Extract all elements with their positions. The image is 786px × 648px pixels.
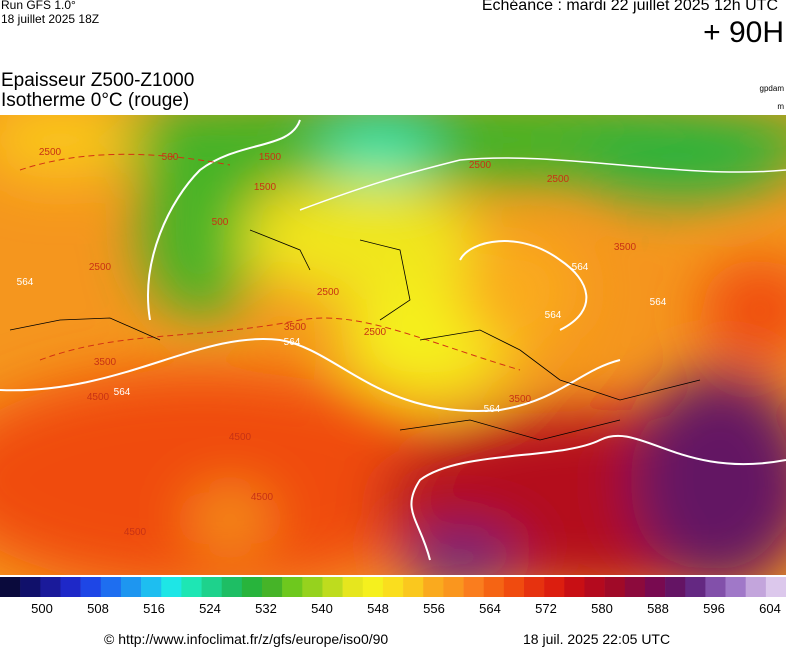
contour-label: 3500 — [509, 394, 532, 405]
colorbar-swatch — [141, 577, 162, 597]
contour-label: 564 — [17, 277, 34, 288]
contour-label: 564 — [650, 297, 667, 308]
lead-time: + 90H — [703, 16, 784, 49]
contour-label: 564 — [484, 404, 501, 415]
colorbar-swatch — [745, 577, 767, 597]
colorbar-swatch — [20, 577, 41, 597]
colorbar-swatch — [322, 577, 343, 597]
colorbar-swatch — [503, 577, 525, 597]
contour-label: 564 — [545, 310, 562, 321]
generated-time: 18 juil. 2025 22:05 UTC — [523, 631, 671, 647]
source-url: © http://www.infoclimat.fr/z/gfs/europe/… — [104, 631, 389, 647]
colorbar-swatch — [100, 577, 122, 597]
contour-label: 4500 — [251, 492, 274, 503]
contour-label: 500 — [162, 152, 179, 163]
colorbar-swatch — [201, 577, 222, 597]
colorbar-swatch — [665, 577, 686, 597]
colorbar-swatch — [342, 577, 364, 597]
colorbar-swatch — [423, 577, 444, 597]
colorbar-swatch — [181, 577, 202, 597]
colorbar-swatch — [564, 577, 585, 597]
colorbar-swatch — [644, 577, 666, 597]
colorbar-swatch — [241, 577, 263, 597]
colorbar-swatch — [725, 577, 746, 597]
colorbar-swatch — [403, 577, 424, 597]
colorbar-swatch — [584, 577, 605, 597]
colorbar-label: 564 — [479, 601, 501, 616]
title: Epaisseur Z500-Z1000 — [1, 70, 195, 91]
contour-label: 4500 — [87, 392, 110, 403]
colorbar-swatch — [382, 577, 404, 597]
colorbar-swatch — [483, 577, 505, 597]
colorbar-swatch — [765, 577, 786, 597]
contour-label: 500 — [212, 217, 229, 228]
colorbar-swatch — [120, 577, 142, 597]
valid-time: Echéance : mardi 22 juillet 2025 12h UTC — [481, 0, 778, 14]
colorbar-label: 604 — [759, 601, 781, 616]
colorbar-swatch — [80, 577, 102, 597]
colorbar-label: 540 — [311, 601, 333, 616]
colorbar-label: 556 — [423, 601, 445, 616]
colorbar-label: 588 — [647, 601, 669, 616]
contour-label: 564 — [114, 387, 131, 398]
contour-label: 3500 — [94, 357, 117, 368]
contour-label: 3500 — [284, 322, 307, 333]
colorbar-swatch — [60, 577, 81, 597]
colorbar-label: 580 — [591, 601, 613, 616]
colorbar-swatch — [0, 577, 21, 597]
colorbar-swatch — [604, 577, 626, 597]
contour-label: 3500 — [614, 242, 637, 253]
colorbar-swatch — [624, 577, 646, 597]
unit: gpdam — [759, 84, 784, 93]
colorbar-swatch — [161, 577, 182, 597]
contour-label: 1500 — [254, 182, 277, 193]
contour-label: 2500 — [547, 174, 570, 185]
colorbar-label: 532 — [255, 601, 277, 616]
contour-label: 2500 — [39, 147, 62, 158]
colorbar-swatch — [302, 577, 323, 597]
contour-label: 2500 — [317, 287, 340, 298]
colorbar-swatch — [685, 577, 706, 597]
colorbar-swatch — [544, 577, 565, 597]
colorbar-label: 572 — [535, 601, 557, 616]
colorbar-label: 548 — [367, 601, 389, 616]
colorbar-label: 508 — [87, 601, 109, 616]
subtitle: Isotherme 0°C (rouge) — [1, 90, 190, 111]
contour-label: 4500 — [229, 432, 252, 443]
colorbar-swatch — [524, 577, 545, 597]
contour-label: 1500 — [259, 152, 282, 163]
unit: m — [777, 102, 784, 111]
contour-label: 2500 — [364, 327, 387, 338]
colorbar-label: 500 — [31, 601, 53, 616]
colorbar-label: 516 — [143, 601, 165, 616]
run-date: 18 juillet 2025 18Z — [1, 12, 100, 26]
colorbar-swatch — [705, 577, 726, 597]
colorbar-swatch — [362, 577, 384, 597]
contour-label: 2500 — [89, 262, 112, 273]
colorbar-swatch — [40, 577, 61, 597]
contour-label: 564 — [284, 337, 301, 348]
contour-label: 2500 — [469, 160, 492, 171]
colorbar-label: 596 — [703, 601, 725, 616]
run: Run GFS 1.0° — [1, 0, 76, 12]
colorbar-swatch — [221, 577, 243, 597]
colorbar-swatch — [262, 577, 283, 597]
field — [0, 115, 786, 575]
colorbar-label: 524 — [199, 601, 221, 616]
colorbar-swatch — [463, 577, 484, 597]
contour-label: 4500 — [124, 527, 147, 538]
contour-label: 564 — [572, 262, 589, 273]
colorbar-swatch — [282, 577, 303, 597]
colorbar-swatch — [443, 577, 464, 597]
